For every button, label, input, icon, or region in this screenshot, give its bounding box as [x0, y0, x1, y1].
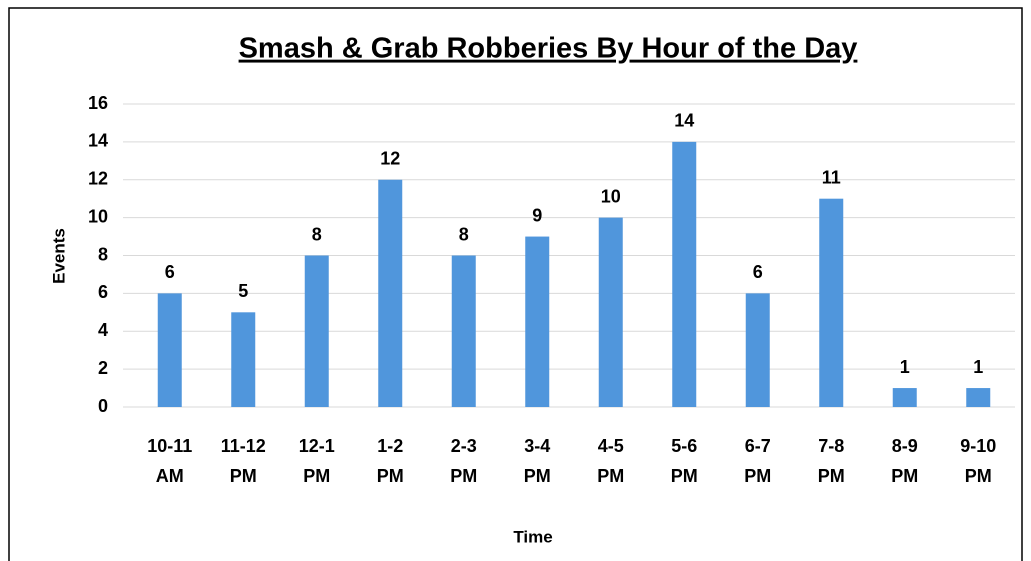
- data-label: 1: [973, 357, 983, 377]
- x-axis-label: Time: [513, 527, 552, 546]
- x-tick-label: 10-11 AM: [147, 436, 192, 486]
- x-tick-label: 8-9 PM: [891, 436, 918, 486]
- data-label: 6: [165, 262, 175, 282]
- data-label: 9: [532, 205, 542, 225]
- chart-frame: [8, 7, 1023, 561]
- x-tick-label: 12-1 PM: [299, 436, 335, 486]
- bar: [892, 388, 917, 407]
- x-tick-label: 9-10 PM: [960, 436, 996, 486]
- x-tick-label: 1-2 PM: [377, 436, 404, 486]
- y-tick-label: 14: [88, 131, 108, 151]
- y-tick-label: 16: [88, 93, 108, 113]
- data-label: 5: [238, 281, 248, 301]
- data-label: 11: [822, 167, 841, 187]
- y-axis-label: Events: [49, 228, 68, 284]
- bar: [966, 388, 991, 407]
- data-label: 8: [312, 224, 322, 244]
- x-tick-label: 6-7 PM: [744, 436, 771, 486]
- data-label: 12: [380, 149, 400, 169]
- y-tick-label: 6: [98, 282, 108, 302]
- y-tick-label: 10: [88, 206, 108, 226]
- y-tick-label: 2: [98, 358, 108, 378]
- x-tick-label: 3-4 PM: [524, 436, 551, 486]
- bar: [598, 217, 623, 407]
- data-label: 1: [900, 357, 910, 377]
- bar: [525, 236, 550, 407]
- bar: [451, 255, 476, 407]
- x-tick-label: 2-3 PM: [450, 436, 477, 486]
- bar: [157, 293, 182, 407]
- chart-title: Smash & Grab Robberies By Hour of the Da…: [239, 33, 858, 65]
- bar: [378, 179, 403, 407]
- y-tick-label: 12: [88, 169, 108, 189]
- x-tick-label: 11-12 PM: [221, 436, 266, 486]
- data-label: 6: [753, 262, 763, 282]
- bar: [672, 141, 697, 407]
- data-label: 8: [459, 224, 469, 244]
- x-tick-label: 4-5 PM: [597, 436, 624, 486]
- bar: [231, 312, 256, 407]
- y-tick-label: 0: [98, 396, 108, 416]
- y-tick-label: 4: [98, 320, 108, 340]
- x-tick-label: 7-8 PM: [818, 436, 845, 486]
- bar: [745, 293, 770, 407]
- bar: [819, 198, 844, 407]
- y-tick-label: 8: [98, 244, 108, 264]
- data-label: 10: [601, 186, 621, 206]
- x-tick-label: 5-6 PM: [671, 436, 698, 486]
- data-label: 14: [674, 111, 694, 131]
- bar: [304, 255, 329, 407]
